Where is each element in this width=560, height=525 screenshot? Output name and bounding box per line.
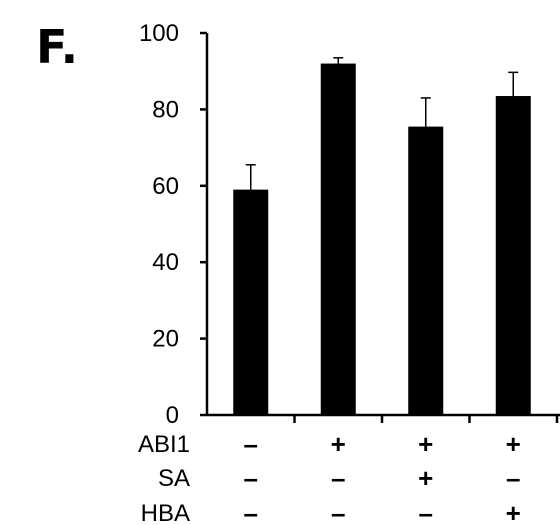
condition-sign: +	[506, 498, 521, 525]
condition-sign: –	[506, 463, 520, 493]
bar	[408, 126, 444, 415]
y-tick-label: 100	[139, 20, 179, 47]
y-tick-label: 20	[152, 326, 179, 353]
condition-label: ABI1	[138, 431, 190, 458]
condition-sign: –	[244, 498, 258, 525]
condition-label: SA	[158, 465, 190, 492]
y-tick-label: 80	[152, 96, 179, 123]
error-bars	[245, 57, 519, 190]
bar	[495, 96, 531, 415]
condition-sign: –	[331, 463, 345, 493]
y-tick-labels: 0 20 40 60 80 100	[139, 20, 179, 429]
condition-sign: +	[418, 463, 433, 493]
condition-table: ABI1 – + + + SA – – + – HBA – – – +	[138, 429, 521, 525]
condition-label: HBA	[141, 500, 190, 525]
condition-sign: +	[331, 429, 346, 459]
condition-sign: –	[244, 429, 258, 459]
condition-sign: +	[418, 429, 433, 459]
condition-sign: –	[244, 463, 258, 493]
y-tick-label: 0	[166, 402, 179, 429]
condition-sign: –	[331, 498, 345, 525]
condition-sign: +	[506, 429, 521, 459]
bars	[233, 63, 531, 416]
condition-sign: –	[419, 498, 433, 525]
panel-label: F.	[36, 20, 78, 74]
y-tick-label: 40	[152, 249, 179, 276]
bar	[320, 63, 356, 416]
bar	[233, 189, 269, 415]
y-tick-label: 60	[152, 173, 179, 200]
